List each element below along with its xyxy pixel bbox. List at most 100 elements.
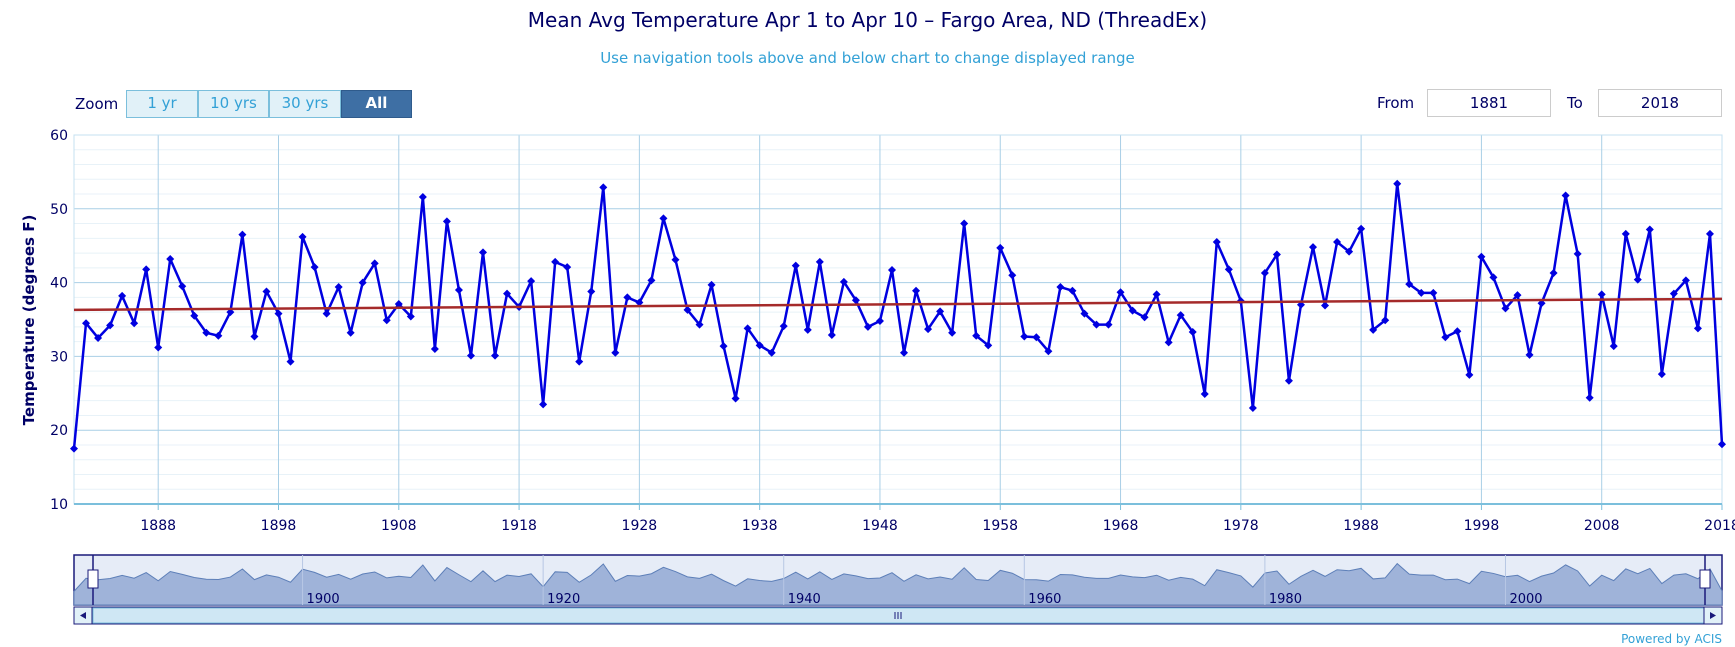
x-tick-label: 1938 xyxy=(742,518,778,534)
data-point-marker xyxy=(755,341,764,350)
data-point-marker xyxy=(671,255,680,264)
data-point-marker xyxy=(587,287,596,296)
data-point-marker xyxy=(466,351,475,360)
powered-by-acis-link[interactable]: Powered by ACIS xyxy=(1621,632,1722,646)
zoom-1yr-button[interactable]: 1 yr xyxy=(126,90,198,118)
data-point-marker xyxy=(1357,224,1366,233)
x-tick-label: 1898 xyxy=(261,518,297,534)
data-point-marker xyxy=(960,219,969,228)
data-point-marker xyxy=(166,254,175,263)
data-point-marker xyxy=(82,319,91,328)
data-point-marker xyxy=(1645,225,1654,234)
y-tick-label: 50 xyxy=(50,202,68,218)
data-point-marker xyxy=(551,257,560,266)
data-point-marker xyxy=(1200,390,1209,399)
zoom-all-button[interactable]: All xyxy=(341,90,412,118)
data-point-marker xyxy=(839,277,848,286)
zoom-30yrs-button[interactable]: 30 yrs xyxy=(269,90,341,118)
x-tick-label: 1988 xyxy=(1343,518,1379,534)
data-point-marker xyxy=(1309,243,1318,252)
data-point-marker xyxy=(996,243,1005,252)
data-point-marker xyxy=(1705,229,1714,238)
data-point-marker xyxy=(875,316,884,325)
y-tick-label: 60 xyxy=(50,128,68,144)
data-point-marker xyxy=(659,214,668,223)
data-point-marker xyxy=(1597,290,1606,299)
data-point-marker xyxy=(130,319,139,328)
data-point-marker xyxy=(190,311,199,320)
x-tick-label: 1968 xyxy=(1103,518,1139,534)
data-point-marker xyxy=(1453,327,1462,336)
data-point-marker xyxy=(972,331,981,340)
data-point-marker xyxy=(503,289,512,298)
data-point-marker xyxy=(298,232,307,241)
data-point-marker xyxy=(1525,350,1534,359)
data-point-marker xyxy=(1176,311,1185,320)
data-point-marker xyxy=(539,400,548,409)
x-tick-label: 2008 xyxy=(1584,518,1620,534)
data-point-marker xyxy=(1501,304,1510,313)
data-point-marker xyxy=(1657,370,1666,379)
data-point-marker xyxy=(1405,280,1414,289)
trend-line-group xyxy=(73,297,1723,312)
data-point-marker xyxy=(334,283,343,292)
data-point-marker xyxy=(1333,238,1342,247)
data-point-marker xyxy=(707,280,716,289)
data-point-marker xyxy=(1345,247,1354,256)
data-point-marker xyxy=(250,332,259,341)
data-point-marker xyxy=(1272,250,1281,259)
data-point-marker xyxy=(1020,332,1029,341)
data-point-marker xyxy=(683,305,692,314)
data-point-marker xyxy=(1224,265,1233,274)
navigator-label: 2000 xyxy=(1509,592,1542,607)
data-point-marker xyxy=(238,230,247,239)
scrollbar-thumb xyxy=(92,607,1706,624)
data-point-marker xyxy=(1152,290,1161,299)
data-point-marker xyxy=(1128,306,1137,315)
data-point-marker xyxy=(1284,376,1293,385)
scroll-right-arrow-icon xyxy=(1710,612,1716,619)
data-point-marker xyxy=(1669,289,1678,298)
data-point-marker xyxy=(106,321,115,330)
data-point-marker xyxy=(1381,316,1390,325)
data-point-marker xyxy=(430,345,439,354)
navigator[interactable]: 1900 1920 1940 1960 1980 2000 xyxy=(73,554,1723,625)
navigator-area xyxy=(73,562,1723,606)
data-point-marker xyxy=(887,266,896,275)
data-point-marker xyxy=(478,248,487,257)
data-point-marker xyxy=(863,322,872,331)
data-point-marker xyxy=(370,259,379,268)
navigator-label: 1920 xyxy=(547,592,580,607)
zoom-10yrs-button[interactable]: 10 yrs xyxy=(198,90,269,118)
data-point-marker xyxy=(1008,271,1017,280)
data-point-marker xyxy=(1549,269,1558,278)
data-point-marker xyxy=(1561,191,1570,200)
data-point-marker xyxy=(851,296,860,305)
data-point-marker xyxy=(70,444,78,453)
data-point-marker xyxy=(900,348,909,357)
data-point-marker xyxy=(1080,309,1089,318)
data-point-marker xyxy=(286,357,295,366)
data-point-marker xyxy=(346,328,355,337)
data-point-marker xyxy=(262,287,271,296)
to-year-input[interactable]: 2018 xyxy=(1598,89,1722,117)
data-point-marker xyxy=(418,192,427,201)
navigator-label: 1900 xyxy=(307,592,340,607)
scroll-left-arrow-icon xyxy=(80,612,86,619)
data-point-marker xyxy=(611,348,620,357)
data-point-marker xyxy=(202,328,211,337)
y-axis-ticks: 10 20 30 40 50 60 xyxy=(50,128,68,513)
data-point-marker xyxy=(1164,338,1173,347)
navigator-label: 1960 xyxy=(1028,592,1061,607)
data-point-marker xyxy=(1044,347,1053,356)
data-point-marker xyxy=(142,265,151,274)
data-point-marker xyxy=(274,309,283,318)
x-tick-label: 1888 xyxy=(140,518,176,534)
data-point-marker xyxy=(118,291,127,300)
data-point-marker xyxy=(767,348,776,357)
from-year-input[interactable]: 1881 xyxy=(1427,89,1551,117)
data-point-marker xyxy=(1621,229,1630,238)
data-point-marker xyxy=(731,394,740,403)
data-point-marker xyxy=(791,261,800,270)
